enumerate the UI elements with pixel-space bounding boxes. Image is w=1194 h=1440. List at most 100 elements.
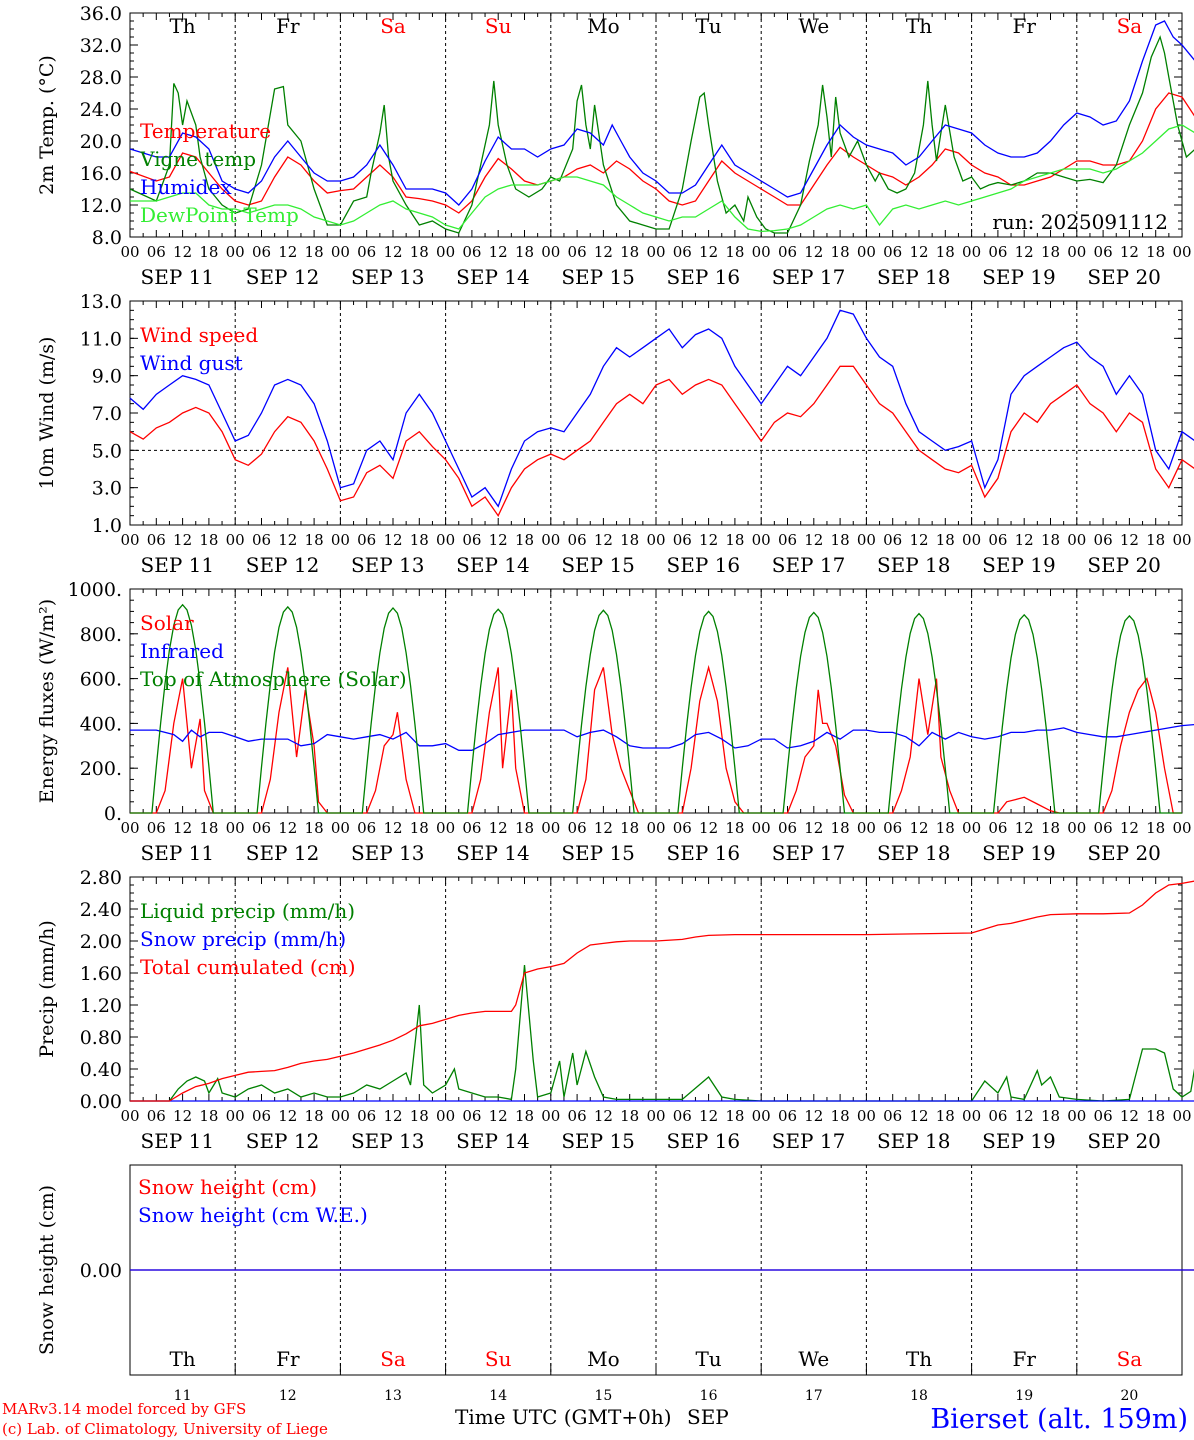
date-label: SEP 12 xyxy=(246,1129,320,1153)
hour-label: 00 xyxy=(436,531,455,549)
hour-label: 06 xyxy=(147,243,166,261)
legend-entry: Temperature xyxy=(140,119,271,143)
legend-entry: Infrared xyxy=(140,639,224,663)
hour-label: 12 xyxy=(804,531,823,549)
hour-label: 06 xyxy=(462,531,481,549)
y-tick-label: 1.0 xyxy=(92,515,122,537)
date-label: SEP 15 xyxy=(561,553,635,577)
hour-label: 18 xyxy=(831,243,850,261)
hour-label: 12 xyxy=(909,819,928,837)
hour-label: 06 xyxy=(462,1107,481,1125)
weekday-label: Sa xyxy=(1117,1347,1143,1371)
weekday-label: Th xyxy=(906,1347,932,1371)
hour-label: 06 xyxy=(462,243,481,261)
hour-label: 18 xyxy=(831,1107,850,1125)
y-tick-label: 0.40 xyxy=(80,1059,122,1081)
series-line-humidex xyxy=(129,20,1194,206)
weekday-label: Tu xyxy=(695,1347,721,1371)
hour-label: 06 xyxy=(252,531,271,549)
y-tick-label: 1000. xyxy=(68,579,122,601)
date-label: SEP 18 xyxy=(877,1129,951,1153)
hour-label: 18 xyxy=(831,819,850,837)
hour-label: 06 xyxy=(778,819,797,837)
hour-label: 06 xyxy=(252,819,271,837)
weekday-label: Fr xyxy=(276,14,300,38)
legend-entry: Wind speed xyxy=(140,323,258,347)
date-label: SEP 14 xyxy=(456,841,530,865)
hour-label: 12 xyxy=(804,243,823,261)
hour-label: 12 xyxy=(594,819,613,837)
legend-entry: Snow precip (mm/h) xyxy=(140,927,346,951)
hour-label: 12 xyxy=(699,1107,718,1125)
y-tick-label: 2.00 xyxy=(80,931,122,953)
day-number: 17 xyxy=(805,1388,823,1404)
y-tick-label: 2.40 xyxy=(80,899,122,921)
date-label: SEP 12 xyxy=(246,553,320,577)
y-tick-label: 0.00 xyxy=(80,1091,122,1113)
date-label: SEP 12 xyxy=(246,841,320,865)
hour-label: 00 xyxy=(1067,531,1086,549)
weekday-label: We xyxy=(798,14,829,38)
hour-label: 00 xyxy=(226,1107,245,1125)
hour-label: 00 xyxy=(1067,243,1086,261)
y-tick-label: 1.20 xyxy=(80,995,122,1017)
day-number: 19 xyxy=(1015,1388,1033,1404)
date-label: SEP 16 xyxy=(667,265,741,289)
hour-label: 12 xyxy=(1120,243,1139,261)
hour-label: 00 xyxy=(1172,1107,1191,1125)
hour-label: 00 xyxy=(857,243,876,261)
series-line-temperature xyxy=(129,92,1194,214)
hour-label: 12 xyxy=(699,531,718,549)
y-tick-label: 12.0 xyxy=(80,195,122,217)
hour-label: 06 xyxy=(988,1107,1007,1125)
hour-label: 18 xyxy=(199,243,218,261)
hour-label: 18 xyxy=(305,531,324,549)
hour-label: 18 xyxy=(199,1107,218,1125)
hour-label: 12 xyxy=(909,531,928,549)
hour-label: 00 xyxy=(541,531,560,549)
hour-label: 18 xyxy=(1041,531,1060,549)
day-number: 13 xyxy=(384,1388,402,1404)
hour-label: 00 xyxy=(1172,819,1191,837)
date-label: SEP 20 xyxy=(1087,265,1161,289)
y-axis-label: Energy fluxes (W/m²) xyxy=(36,599,58,803)
hour-label: 12 xyxy=(383,531,402,549)
date-label: SEP 11 xyxy=(141,265,215,289)
weekday-label: Sa xyxy=(380,1347,406,1371)
hour-label: 12 xyxy=(804,1107,823,1125)
hour-label: 00 xyxy=(226,531,245,549)
date-label: SEP 14 xyxy=(456,553,530,577)
date-label: SEP 13 xyxy=(351,553,425,577)
hour-label: 12 xyxy=(594,531,613,549)
y-tick-label: 600. xyxy=(80,669,122,691)
hour-label: 18 xyxy=(936,819,955,837)
date-label: SEP 19 xyxy=(982,1129,1056,1153)
hour-label: 06 xyxy=(883,1107,902,1125)
y-tick-label: 28.0 xyxy=(80,67,122,89)
y-tick-label: 7.0 xyxy=(92,403,122,425)
credit-line-lab: (c) Lab. of Climatology, University of L… xyxy=(2,1420,328,1438)
date-label: SEP 15 xyxy=(561,265,635,289)
date-label: SEP 12 xyxy=(246,265,320,289)
hour-label: 06 xyxy=(568,819,587,837)
hour-label: 12 xyxy=(1120,819,1139,837)
hour-label: 18 xyxy=(199,819,218,837)
hour-label: 00 xyxy=(752,819,771,837)
y-tick-label: 0.80 xyxy=(80,1027,122,1049)
date-label: SEP 18 xyxy=(877,265,951,289)
hour-label: 06 xyxy=(568,1107,587,1125)
weekday-label: Mo xyxy=(587,1347,620,1371)
day-number: 18 xyxy=(910,1388,928,1404)
y-tick-label: 8.0 xyxy=(92,227,122,249)
hour-label: 00 xyxy=(331,243,350,261)
legend-entry: Snow height (cm W.E.) xyxy=(138,1203,368,1227)
weekday-label: Fr xyxy=(1012,14,1036,38)
hour-label: 00 xyxy=(752,531,771,549)
legend-entry: Wind gust xyxy=(140,351,243,375)
hour-label: 00 xyxy=(120,243,139,261)
hour-label: 18 xyxy=(305,819,324,837)
hour-label: 12 xyxy=(699,819,718,837)
panel-1: 1.0 3.0 5.0 7.0 9.0 11.0 13.0 10m Wind (m/s) Win… xyxy=(36,291,1194,577)
weekday-label: We xyxy=(798,1347,829,1371)
day-number: 12 xyxy=(279,1388,297,1404)
